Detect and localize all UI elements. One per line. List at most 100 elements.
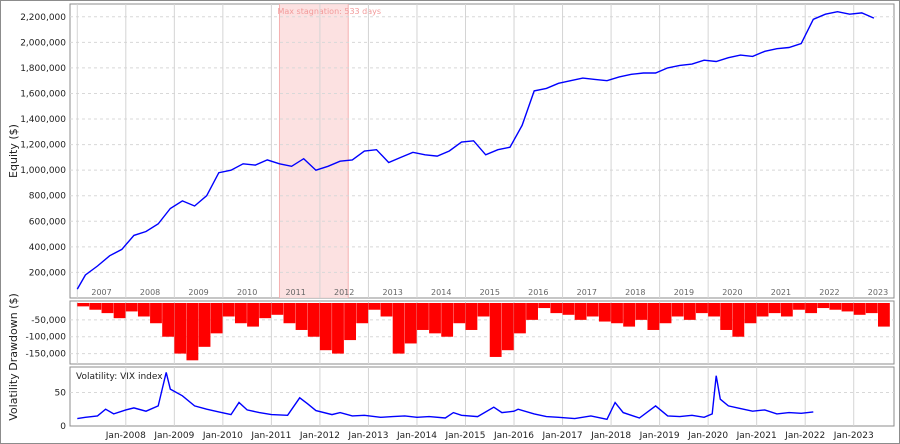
- x-tick-label: Jan-2012: [299, 431, 340, 441]
- x-tick-label: Jan-2018: [590, 431, 631, 441]
- x-tick-label: Jan-2022: [784, 431, 825, 441]
- year-label: 2016: [528, 288, 548, 297]
- year-label: 2021: [771, 288, 791, 297]
- drawdown-bar: [598, 303, 611, 322]
- drawdown-bar: [453, 303, 466, 324]
- drawdown-bar: [768, 303, 781, 314]
- drawdown-bar: [635, 303, 648, 320]
- year-label: 2017: [577, 288, 597, 297]
- x-tick-label: Jan-2020: [687, 431, 728, 441]
- drawdown-bar: [780, 303, 793, 317]
- x-tick-label: Jan-2008: [105, 431, 146, 441]
- drawdown-bar: [356, 303, 369, 324]
- vix-line: [77, 372, 814, 421]
- equity-tick-label: 1,600,000: [20, 89, 66, 99]
- drawdown-bar: [392, 303, 405, 354]
- drawdown-bar: [865, 303, 878, 314]
- x-tick-label: Jan-2015: [444, 431, 485, 441]
- drawdown-bar: [150, 303, 162, 324]
- year-label: 2020: [722, 288, 742, 297]
- equity-tick-label: 400,000: [29, 243, 66, 253]
- x-tick-label: Jan-2014: [396, 431, 437, 441]
- drawdown-bar: [380, 303, 393, 317]
- drawdown-bar: [125, 303, 138, 312]
- drawdown-bar: [344, 303, 357, 341]
- drawdown-bar: [841, 303, 854, 312]
- drawdown-bar: [77, 303, 90, 307]
- drawdown-bar: [198, 303, 211, 347]
- year-label: 2013: [383, 288, 403, 297]
- drawdown-bar: [671, 303, 684, 317]
- drawdown-bar: [696, 303, 708, 314]
- equity-axis-label: Equity ($): [7, 124, 20, 178]
- equity-tick-label: 1,200,000: [20, 141, 66, 151]
- year-label: 2023: [868, 288, 888, 297]
- drawdown-bar: [222, 303, 235, 317]
- stagnation-shade: [279, 4, 349, 298]
- drawdown-bar: [332, 303, 344, 354]
- year-label: 2008: [140, 288, 160, 297]
- drawdown-bar: [805, 303, 818, 314]
- x-tick-label: Jan-2013: [347, 431, 388, 441]
- year-label: 2019: [674, 288, 694, 297]
- drawdown-bar: [283, 303, 296, 324]
- drawdown-tick-label: -150,000: [26, 350, 67, 360]
- equity-line: [76, 10, 875, 290]
- drawdown-bar: [319, 303, 332, 351]
- equity-tick-label: 2,000,000: [20, 38, 66, 48]
- drawdown-bar: [89, 303, 102, 310]
- drawdown-bar: [416, 303, 429, 330]
- year-label: 2018: [625, 288, 645, 297]
- equity-tick-label: 1,400,000: [20, 115, 66, 125]
- drawdown-bar: [538, 303, 551, 309]
- volatility-tick-label: 0: [60, 422, 66, 432]
- equity-panel: Max stagnation: 533 days 200,000 400,000 6…: [7, 3, 895, 299]
- drawdown-bar: [210, 303, 223, 334]
- drawdown-bar: [550, 303, 563, 314]
- stagnation-label: Max stagnation: 533 days: [277, 7, 381, 16]
- drawdown-bar: [708, 303, 720, 317]
- drawdown-bar: [234, 303, 247, 324]
- drawdown-bar: [162, 303, 175, 337]
- drawdown-bar: [756, 303, 769, 317]
- x-tick-label: Jan-2019: [639, 431, 680, 441]
- x-tick-label: Jan-2016: [493, 431, 534, 441]
- drawdown-bar: [586, 303, 599, 317]
- drawdown-bar: [829, 303, 842, 310]
- equity-tick-label: 600,000: [29, 217, 66, 227]
- drawdown-bar: [562, 303, 575, 315]
- x-tick-label: Jan-2011: [250, 431, 291, 441]
- equity-tick-label: 800,000: [29, 192, 66, 202]
- year-label: 2009: [188, 288, 208, 297]
- drawdown-bar: [793, 303, 805, 310]
- drawdown-bar: [720, 303, 733, 330]
- drawdown-bar: [186, 303, 199, 361]
- drawdown-bar: [295, 303, 308, 330]
- x-tick-label: Jan-2021: [736, 431, 777, 441]
- year-label: 2014: [431, 288, 451, 297]
- drawdown-bar: [113, 303, 126, 319]
- drawdown-bar: [501, 303, 514, 351]
- year-label: 2011: [285, 288, 305, 297]
- drawdown-bar: [526, 303, 538, 320]
- year-label: 2022: [819, 288, 839, 297]
- drawdown-bar: [514, 303, 526, 334]
- drawdown-bar: [429, 303, 441, 334]
- volatility-legend: Volatility: VIX index: [76, 372, 163, 382]
- drawdown-bar: [477, 303, 490, 317]
- drawdown-bar: [489, 303, 502, 357]
- volatility-plot-area: [69, 366, 895, 427]
- drawdown-bar: [659, 303, 672, 324]
- drawdown-bar: [683, 303, 696, 320]
- drawdown-bar: [271, 303, 284, 315]
- drawdown-bar: [174, 303, 187, 354]
- drawdown-bar: [647, 303, 660, 330]
- drawdown-bar: [307, 303, 320, 337]
- drawdown-bar: [877, 303, 890, 327]
- drawdown-bar: [853, 303, 866, 315]
- drawdown-bar: [611, 303, 623, 324]
- x-tick-label: Jan-2010: [202, 431, 243, 441]
- drawdown-bar: [574, 303, 587, 320]
- equity-tick-label: 1,800,000: [20, 64, 66, 74]
